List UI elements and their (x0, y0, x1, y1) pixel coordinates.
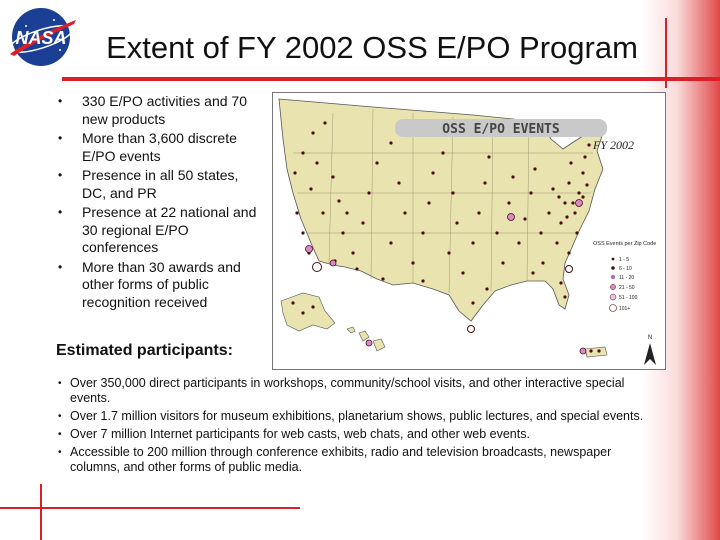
list-item: • Accessible to 200 million through confe… (58, 445, 612, 474)
event-markers-large (305, 199, 587, 355)
list-item: • Over 350,000 direct participants in wor… (58, 376, 625, 405)
legend-label: 11 - 20 (619, 275, 634, 281)
map-banner-bg (395, 119, 607, 137)
list-item: • 330 E/PO activities and 70 new products (58, 93, 247, 127)
map-year: FY 2002 (592, 138, 634, 152)
participant-list: • Over 350,000 direct participants in wor… (56, 376, 656, 478)
event-markers-ring (312, 262, 573, 333)
us-map-svg: OSS E/PO EVENTS FY 2002 (278, 98, 656, 365)
list-item: • Presence at 22 national and 30 regional… (58, 204, 257, 255)
legend-title: OSS Events per Zip Code (593, 241, 656, 247)
logo-text: NASA (15, 28, 66, 48)
legend-label: 51 - 100 (619, 295, 638, 301)
list-item: • More than 3,600 discrete E/PO events (58, 130, 237, 164)
summary-bullets: • 330 E/PO activities and 70 new products… (56, 93, 266, 313)
map-banner-text: OSS E/PO EVENTS (442, 122, 560, 137)
bottom-vertical-rule (40, 484, 42, 540)
estimated-participants-heading: Estimated participants: (56, 342, 233, 359)
legend-label: 101+ (619, 306, 630, 312)
list-item: • Over 1.7 million visitors for museum ex… (58, 409, 644, 423)
title-vertical-rule (665, 18, 667, 88)
list-item: • Over 7 million Internet participants fo… (58, 427, 530, 441)
events-map: OSS E/PO EVENTS FY 2002 (272, 92, 666, 370)
legend-label: 21 - 50 (619, 285, 635, 291)
north-label: N (648, 335, 652, 341)
event-dots (291, 121, 601, 353)
alaska-land (280, 292, 336, 332)
legend-label: 1 - 5 (619, 257, 629, 263)
page-title: Extent of FY 2002 OSS E/PO Program (106, 30, 638, 65)
north-arrow-icon (644, 343, 656, 365)
title-underline (62, 77, 720, 81)
hawaii-land (346, 326, 386, 352)
nasa-logo: NASA (8, 8, 76, 66)
map-legend: 1 - 5 6 - 10 11 - 20 21 - 50 51 - 100 10… (609, 257, 638, 312)
list-item: • Presence in all 50 states, DC, and PR (58, 167, 239, 201)
list-item: • More than 30 awards and other forms of … (58, 258, 241, 310)
bottom-rule (0, 507, 300, 509)
legend-label: 6 - 10 (619, 266, 632, 272)
puerto-rico-land (584, 346, 608, 358)
